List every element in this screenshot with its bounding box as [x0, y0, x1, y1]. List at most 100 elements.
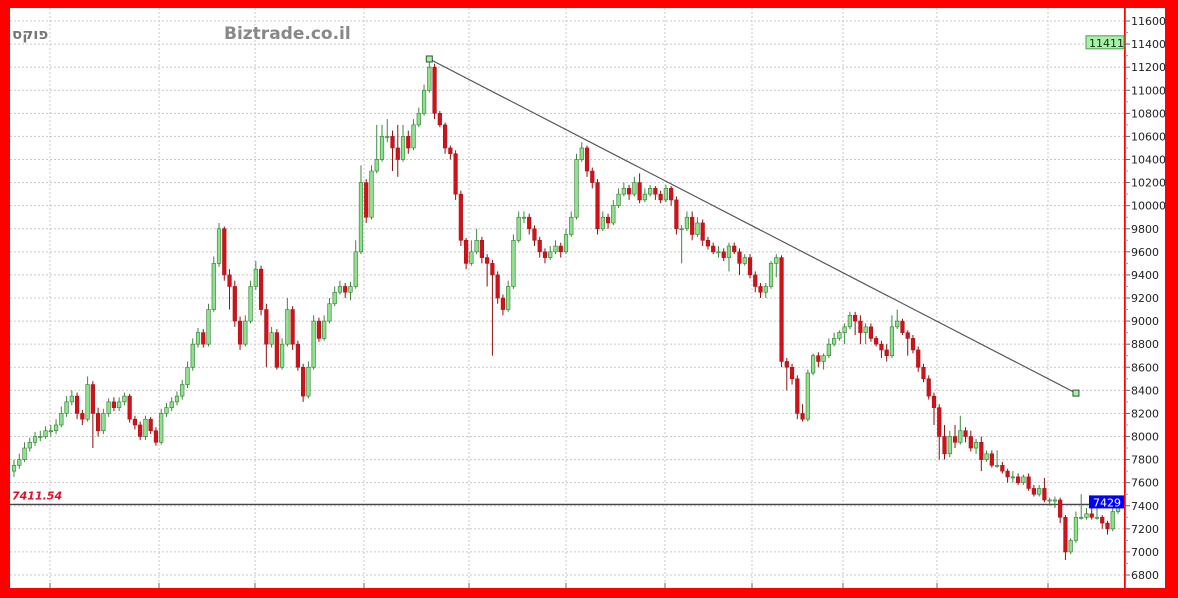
- candle-body: [669, 188, 674, 201]
- candle-body: [353, 251, 358, 287]
- candle: [527, 213, 532, 235]
- candle-body: [458, 193, 463, 241]
- candle: [169, 397, 174, 412]
- candle: [958, 415, 963, 445]
- candle-body: [916, 349, 921, 368]
- candle-body: [579, 147, 584, 160]
- candle: [842, 323, 847, 345]
- candle-body: [416, 113, 421, 126]
- candle: [237, 316, 243, 350]
- candle: [516, 211, 521, 243]
- candle-body: [569, 216, 574, 235]
- candle: [17, 453, 22, 469]
- candle: [337, 280, 343, 295]
- candle: [847, 311, 852, 330]
- candle-body: [264, 309, 269, 345]
- candle-body: [169, 401, 174, 408]
- candle-body: [642, 193, 647, 201]
- y-tick-label: 8400: [1131, 384, 1159, 397]
- candle-body: [653, 188, 658, 195]
- candle-body: [942, 436, 947, 455]
- candle: [721, 248, 726, 262]
- candle-body: [442, 124, 448, 149]
- candle: [253, 261, 258, 290]
- candle-body: [989, 453, 994, 466]
- candle-body: [532, 228, 537, 241]
- candle-body: [695, 222, 700, 235]
- candle-body: [1063, 516, 1068, 553]
- candle-body: [663, 188, 668, 201]
- trendline-handle-start[interactable]: [425, 55, 433, 63]
- candle-body: [111, 401, 116, 408]
- candle: [1110, 508, 1115, 532]
- candle: [569, 211, 574, 237]
- candle-body: [53, 424, 59, 432]
- candle: [43, 426, 48, 439]
- candle-body: [174, 395, 180, 403]
- candle: [111, 397, 116, 412]
- candle: [705, 236, 711, 250]
- candle: [374, 124, 379, 174]
- candle: [1084, 508, 1089, 520]
- candle-body: [269, 332, 274, 345]
- candle-body: [332, 291, 337, 305]
- candle: [311, 315, 316, 370]
- candle-body: [1084, 513, 1089, 518]
- candle-body: [1037, 488, 1042, 495]
- candle: [290, 306, 295, 350]
- candle: [474, 228, 479, 255]
- candle: [11, 459, 17, 477]
- candle: [816, 352, 821, 368]
- candle: [442, 122, 448, 154]
- candle: [926, 375, 931, 400]
- y-tick-label: 10800: [1131, 107, 1166, 120]
- candle-body: [495, 274, 500, 299]
- candle: [994, 450, 1000, 468]
- candle-body: [22, 447, 27, 460]
- candle: [548, 246, 553, 260]
- candle: [353, 240, 358, 289]
- candle-body: [774, 257, 779, 264]
- y-tick-label: 10600: [1131, 130, 1166, 143]
- candle: [301, 363, 306, 402]
- candle: [747, 254, 753, 279]
- candle: [632, 176, 637, 197]
- candle: [758, 282, 763, 298]
- reference-line: 7411.54: [10, 489, 1124, 506]
- candle-body: [237, 320, 243, 345]
- candle-body: [327, 303, 332, 322]
- candle-body: [868, 326, 874, 339]
- candle: [248, 280, 253, 324]
- candle-body: [385, 136, 390, 138]
- candle: [532, 225, 537, 247]
- candle: [637, 173, 642, 204]
- candle: [800, 404, 805, 422]
- candle-body: [874, 338, 879, 345]
- y-tick-label: 7600: [1131, 477, 1159, 490]
- candle-body: [322, 320, 327, 339]
- candle: [38, 430, 43, 442]
- candle-body: [216, 228, 222, 264]
- candle-body: [605, 216, 611, 224]
- candle-body: [789, 366, 795, 380]
- candle: [679, 225, 684, 264]
- candle-body: [910, 338, 916, 351]
- candle-body: [700, 222, 705, 241]
- candle-body: [479, 239, 484, 258]
- candle: [369, 165, 374, 220]
- candle-body: [968, 436, 973, 449]
- candle-body: [390, 136, 395, 149]
- candle: [390, 130, 395, 172]
- candle: [931, 392, 937, 425]
- trendline-handle-end[interactable]: [1072, 389, 1080, 397]
- y-tick-label: 6800: [1131, 569, 1159, 582]
- candle: [805, 369, 810, 422]
- y-tick-label: 8000: [1131, 431, 1159, 444]
- candle: [264, 303, 269, 368]
- trendline[interactable]: [429, 58, 1077, 394]
- y-tick-label: 8800: [1131, 338, 1159, 351]
- candle-body: [527, 216, 532, 230]
- candle: [406, 130, 411, 154]
- trendline-group[interactable]: [425, 55, 1080, 397]
